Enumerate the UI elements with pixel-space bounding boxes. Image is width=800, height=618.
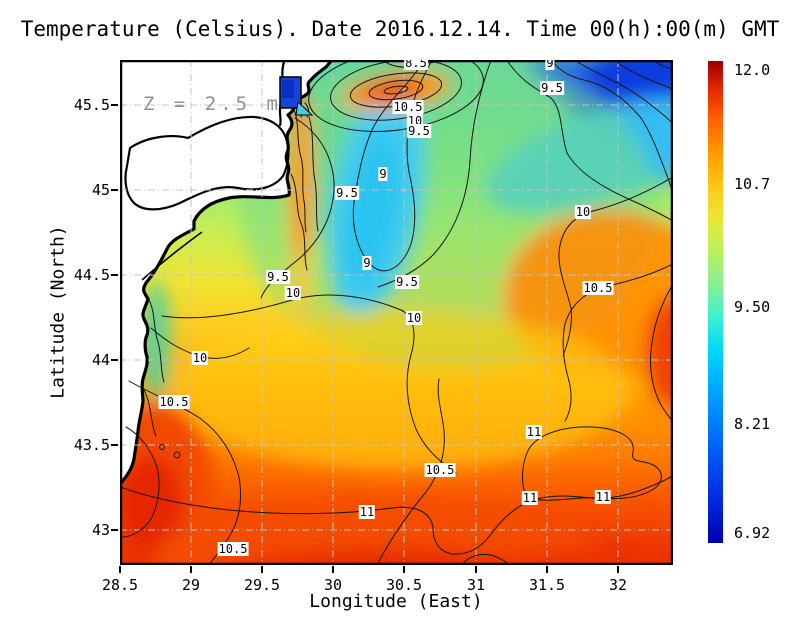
y-tick-mark	[111, 529, 118, 531]
x-tick-mark	[119, 566, 121, 573]
contour-value-label: 10	[574, 205, 592, 219]
depth-annotation: Z = 2.5 m	[143, 93, 282, 115]
river-mouth-cold-patch	[279, 76, 314, 116]
contour-value-label: 10.5	[158, 395, 190, 409]
y-tick-mark	[111, 274, 118, 276]
contour-value-label: 10.5	[392, 100, 424, 114]
plot-frame	[120, 60, 673, 565]
x-tick-label: 31	[466, 576, 486, 594]
x-tick-mark	[546, 566, 548, 573]
x-tick-label: 32	[608, 576, 628, 594]
contour-value-label: 11	[358, 505, 376, 519]
contour-value-label: 10.5	[424, 463, 456, 477]
sea-colour-blobs	[120, 60, 673, 565]
colorbar-tick-label: 12.0	[734, 61, 771, 79]
y-tick-label: 43.5	[73, 436, 110, 454]
x-tick-label: 29	[181, 576, 201, 594]
colorbar-tick-label: 6.92	[734, 524, 771, 542]
contour-value-label: 8.5	[404, 60, 428, 70]
x-tick-label: 31.5	[528, 576, 566, 594]
x-tick-mark	[617, 566, 619, 573]
contour-value-label: 9.5	[266, 270, 290, 284]
contour-value-label: 10	[284, 286, 302, 300]
contour-value-label: 10	[191, 351, 209, 365]
lagoon-outline	[124, 115, 290, 211]
contour-value-label: 10.5	[217, 542, 249, 556]
y-tick-mark	[111, 104, 118, 106]
contour-value-label: 9.5	[395, 275, 419, 289]
contour-value-label: 9.5	[540, 81, 564, 95]
plot-title: Temperature (Celsius). Date 2016.12.14. …	[20, 17, 780, 41]
contour-value-label: 9.5	[335, 186, 359, 200]
y-tick-label: 45	[91, 181, 110, 199]
x-tick-mark	[403, 566, 405, 573]
temperature-contour-map	[120, 60, 673, 565]
colorbar	[708, 61, 723, 543]
contour-value-label: 9	[378, 167, 388, 181]
lagoon-spit-line	[141, 231, 203, 281]
x-tick-label: 29.5	[243, 576, 281, 594]
y-axis-label: Latitude (North)	[47, 225, 69, 399]
x-tick-mark	[332, 566, 334, 573]
contour-value-label: 9	[545, 60, 555, 70]
x-tick-mark	[190, 566, 192, 573]
contour-value-label: 10.5	[582, 281, 614, 295]
contour-value-label: 11	[594, 490, 612, 504]
x-axis-label: Longitude (East)	[309, 591, 483, 612]
contour-value-label: 11	[521, 491, 539, 505]
x-tick-mark	[475, 566, 477, 573]
y-tick-label: 44.5	[73, 266, 110, 284]
x-tick-mark	[261, 566, 263, 573]
y-tick-label: 43	[91, 521, 110, 539]
y-tick-mark	[111, 359, 118, 361]
contour-value-label: 11	[525, 425, 543, 439]
y-tick-label: 45.5	[73, 96, 110, 114]
contour-value-label: 10	[405, 311, 423, 325]
x-tick-label: 30	[323, 576, 343, 594]
colorbar-tick-label: 9.50	[734, 298, 771, 316]
land-mask	[120, 60, 332, 484]
y-tick-label: 44	[91, 351, 110, 369]
x-tick-label: 30.5	[385, 576, 423, 594]
y-tick-mark	[111, 444, 118, 446]
map-plot-area: Z = 2.5 m 8.5 9 9.5 10.5 10 9.5 9 9.5 10 9 9.5 9.5 1…	[120, 60, 673, 565]
x-tick-label: 28.5	[101, 576, 139, 594]
y-tick-mark	[111, 189, 118, 191]
colorbar-tick-label: 10.7	[734, 175, 771, 193]
contour-value-label: 9.5	[407, 124, 431, 138]
colorbar-tick-label: 8.21	[734, 415, 771, 433]
contour-value-label: 9	[362, 256, 372, 270]
